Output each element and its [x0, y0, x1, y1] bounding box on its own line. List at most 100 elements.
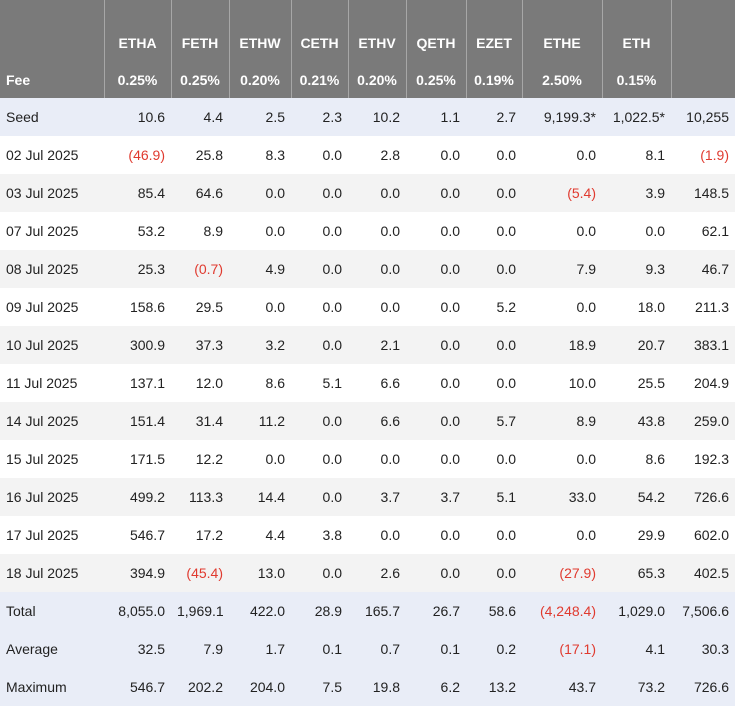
value-cell: 0.0: [380, 223, 400, 239]
table-row: 09 Jul 2025 158.6 29.5 0.0 0.0 0.0 0.0 5.2 0.0 18…: [0, 288, 735, 326]
seed-row: Seed 10.6 4.4 2.5 2.3 10.2 1.1 2.7 9,199.3* 1,022…: [0, 98, 735, 136]
value-cell: (4,248.4): [522, 592, 602, 630]
value-cell: 0.0: [496, 451, 516, 467]
value-cell: 148.5: [671, 174, 735, 212]
value-cell: 8.6: [265, 375, 285, 391]
value-cell: 6.6: [348, 402, 406, 440]
value-cell: 12.0: [195, 375, 223, 391]
value-cell: 0.0: [440, 299, 460, 315]
table-row: 14 Jul 2025 151.4 31.4 11.2 0.0 6.6 0.0 5.7 8.9 4…: [0, 402, 735, 440]
value-cell: 4.4: [171, 98, 229, 136]
value-cell: 0.0: [291, 554, 348, 592]
value-cell: 726.6: [671, 478, 735, 516]
value-cell: 0.7: [348, 630, 406, 668]
value-cell: 0.0: [406, 174, 466, 212]
fee-cell: 0.25%: [405, 61, 466, 98]
value-cell: 19.8: [348, 668, 406, 706]
value-cell: 26.7: [406, 592, 466, 630]
value-cell: 0.0: [265, 223, 285, 239]
value-cell: 28.9: [291, 592, 348, 630]
column-header: ETHE: [521, 0, 602, 61]
table-row: 18 Jul 2025 394.9 (45.4) 13.0 0.0 2.6 0.0 0.0 (2…: [0, 554, 735, 592]
fee-cell: 0.25%: [170, 61, 229, 98]
row-label: Maximum: [0, 668, 104, 706]
value-cell: 402.5: [671, 554, 735, 592]
value-cell: 0.0: [496, 375, 516, 391]
summary-row: Maximum 546.7 202.2 204.0 7.5 19.8 6.2 13.2 43.7…: [0, 668, 735, 706]
value-cell: 3.7: [406, 478, 466, 516]
value-cell: 31.4: [171, 402, 229, 440]
value-cell: 0.0: [496, 527, 516, 543]
row-label: 11 Jul 2025: [6, 375, 78, 391]
value-cell: 0.0: [440, 451, 460, 467]
value-cell: 3.7: [348, 478, 406, 516]
value-cell: 0.0: [322, 451, 342, 467]
header-corner: [0, 0, 104, 61]
value-cell: 4.9: [229, 250, 291, 288]
value-cell: 6.6: [380, 375, 400, 391]
row-label: 08 Jul 2025: [0, 250, 104, 288]
row-label: Fee: [0, 61, 104, 98]
value-cell: 0.0: [380, 451, 400, 467]
value-cell: 204.0: [229, 668, 291, 706]
row-label: 02 Jul 2025: [6, 147, 79, 163]
value-cell: 12.2: [195, 451, 223, 467]
value-cell: 0.0: [348, 250, 406, 288]
value-cell: 0.0: [406, 326, 466, 364]
value-cell: 0.0: [576, 147, 596, 163]
value-cell: 5.7: [466, 402, 522, 440]
value-cell: 0.0: [291, 402, 348, 440]
value-cell: 2.7: [466, 98, 522, 136]
value-cell: 2.6: [348, 554, 406, 592]
value-cell: 158.6: [129, 299, 165, 315]
value-cell: 0.0: [322, 299, 342, 315]
column-header: EZET: [465, 0, 522, 61]
value-cell: 10.0: [568, 375, 596, 391]
table-row: 08 Jul 2025 25.3 (0.7) 4.9 0.0 0.0 0.0 0.0 7.9 9.…: [0, 250, 735, 288]
value-cell: 8.1: [645, 147, 665, 163]
value-cell: 1.7: [229, 630, 291, 668]
value-cell: 0.0: [291, 478, 348, 516]
value-cell: 0.0: [291, 326, 348, 364]
value-cell: 8.9: [203, 223, 223, 239]
value-cell: 2.5: [229, 98, 291, 136]
value-cell: 9.3: [602, 250, 671, 288]
value-cell: 0.0: [322, 223, 342, 239]
value-cell: 0.0: [466, 326, 522, 364]
value-cell: 0.0: [380, 527, 400, 543]
value-cell: 4.1: [602, 630, 671, 668]
value-cell: 0.0: [406, 554, 466, 592]
value-cell: 0.2: [466, 630, 522, 668]
fee-cell: 2.50%: [521, 61, 602, 98]
value-cell: 11.2: [229, 402, 291, 440]
value-cell: 37.3: [171, 326, 229, 364]
value-cell: 2.3: [291, 98, 348, 136]
value-cell: 14.4: [229, 478, 291, 516]
column-header: QETH: [405, 0, 466, 61]
column-header: FETH: [170, 0, 229, 61]
column-header: ETH: [601, 0, 671, 61]
value-cell: 0.0: [291, 250, 348, 288]
value-cell: 10,255: [671, 98, 735, 136]
value-cell: 726.6: [671, 668, 735, 706]
value-cell: 10.2: [348, 98, 406, 136]
header-row: ETHA FETH ETHW CETH ETHV QETH EZET ETHE ETH: [0, 0, 735, 61]
table-row: 02 Jul 2025 (46.9) 25.8 8.3 0.0 2.8 0.0 0.0 0.0 8…: [0, 136, 735, 174]
value-cell: 1,969.1: [171, 592, 229, 630]
value-cell: (1.9): [700, 147, 729, 163]
value-cell: 165.7: [348, 592, 406, 630]
fee-cell: 0.25%: [103, 61, 171, 98]
value-cell: 259.0: [671, 402, 735, 440]
value-cell: 2.1: [348, 326, 406, 364]
value-cell: 113.3: [171, 478, 229, 516]
value-cell: 0.0: [496, 147, 516, 163]
value-cell: 546.7: [129, 527, 165, 543]
value-cell: 25.3: [104, 250, 171, 288]
value-cell: 137.1: [129, 375, 165, 391]
value-cell: 0.0: [440, 223, 460, 239]
value-cell: 18.0: [637, 299, 665, 315]
value-cell: 10.6: [104, 98, 171, 136]
value-cell: 58.6: [466, 592, 522, 630]
row-label: 15 Jul 2025: [6, 451, 79, 467]
